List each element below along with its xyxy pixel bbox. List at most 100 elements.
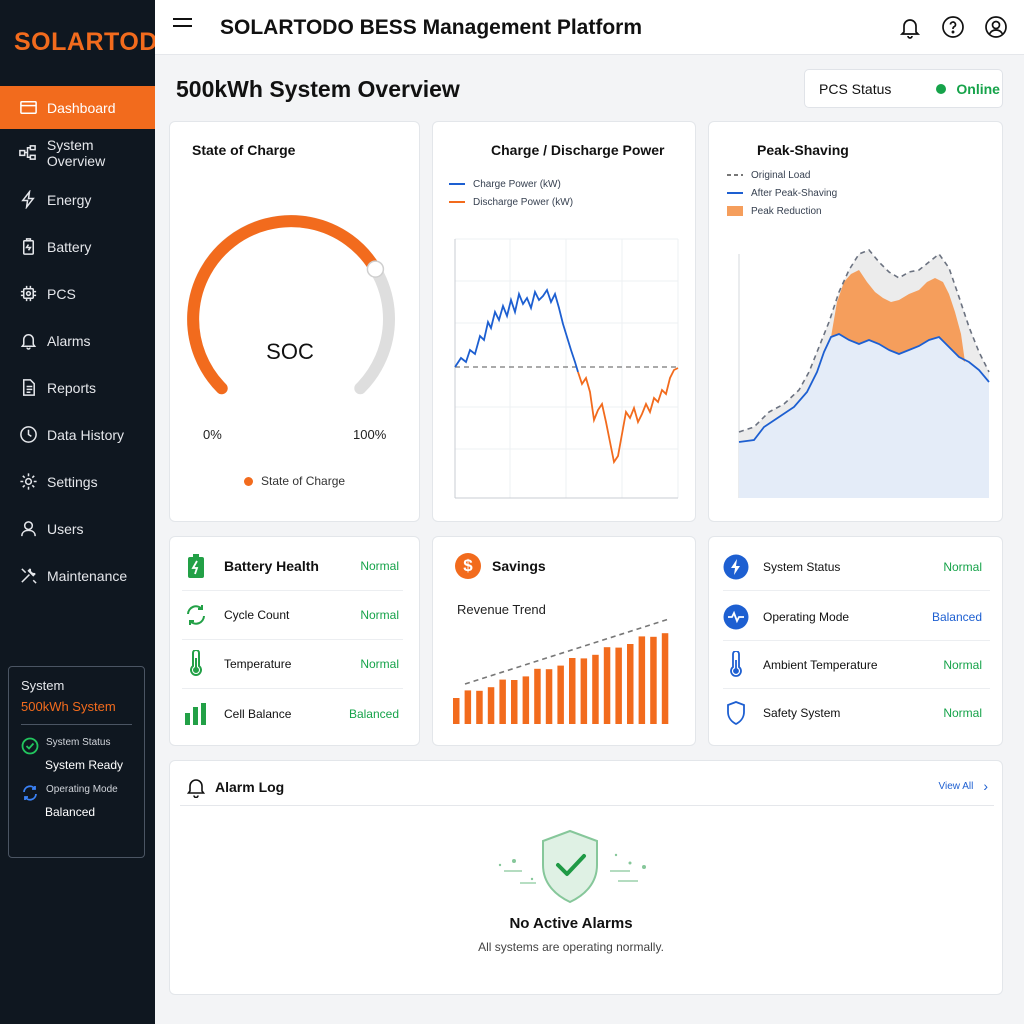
menu-icon[interactable] (173, 18, 195, 38)
soc-card: State of Charge SOC 0% 100% State of Cha… (169, 121, 420, 522)
system-summary-card: System 500kWh System System Status Syste… (8, 666, 145, 858)
revenue-bar (603, 647, 611, 724)
revenue-trend-label: Revenue Trend (457, 602, 546, 617)
gear-icon (18, 472, 38, 492)
peak-shaving-plot (738, 249, 990, 498)
soc-gauge-knob[interactable] (366, 260, 385, 278)
chevron-right-icon: › (983, 778, 988, 794)
account-icon[interactable] (984, 15, 1008, 44)
sidebar-item-label: Users (47, 520, 84, 537)
charge-power-line (454, 287, 579, 373)
chip-icon (18, 284, 38, 304)
view-all-link[interactable]: View All › (938, 778, 988, 794)
peak-shaving-card: Peak-Shaving Original Load After Peak-Sh… (708, 121, 1003, 522)
sidebar-item-maintenance[interactable]: Maintenance (0, 552, 155, 599)
revenue-bar (615, 647, 622, 724)
revenue-bar (661, 633, 669, 724)
alarm-log-title: Alarm Log (215, 779, 285, 795)
bar-chart-icon (182, 702, 210, 725)
safety-system-value: Normal (943, 706, 982, 720)
legend-swatch (727, 174, 743, 176)
legend-after-label: After Peak-Shaving (751, 187, 838, 199)
user-icon (18, 519, 38, 539)
battery-health-header: Battery Health Normal (182, 542, 403, 591)
legend-swatch (727, 206, 743, 216)
battery-charging-icon (182, 553, 210, 579)
cycle-icon (182, 603, 210, 627)
temperature-label: Temperature (224, 657, 292, 671)
battery-health-card: Battery Health Normal Cycle Count Normal… (169, 536, 420, 746)
sidebar-item-label: Reports (47, 379, 97, 396)
revenue-trend-chart (453, 618, 670, 724)
soc-gauge-fill (187, 215, 382, 395)
system-status-value: System Ready (45, 758, 124, 772)
sidebar-item-energy[interactable]: Energy (0, 176, 155, 223)
sidebar-item-label: Data History (47, 426, 125, 443)
bell-icon (18, 331, 38, 351)
legend-swatch (727, 192, 743, 194)
no-alarms-subtitle: All systems are operating normally. (478, 940, 664, 954)
legend-charge-label: Charge Power (kW) (473, 178, 561, 190)
sidebar-item-battery[interactable]: Battery (0, 223, 155, 270)
sidebar-item-users[interactable]: Users (0, 505, 155, 552)
safety-system-row: Safety System Normal (723, 689, 990, 737)
sync-icon (21, 784, 39, 802)
notifications-bell-icon[interactable] (898, 15, 922, 44)
sidebar-item-settings[interactable]: Settings (0, 458, 155, 505)
power-chart-plot (454, 238, 679, 499)
operating-mode-row: Operating Mode Balanced (723, 593, 990, 641)
sidebar-item-label: PCS (47, 285, 76, 302)
system-status-label: System Status (763, 559, 841, 574)
check-circle-icon (21, 737, 39, 755)
top-header: SOLARTODO BESS Management Platform (155, 0, 1024, 55)
revenue-bar (487, 687, 495, 724)
help-icon[interactable] (941, 15, 965, 44)
revenue-bar (534, 668, 541, 724)
network-icon (18, 143, 38, 163)
revenue-bar (627, 644, 634, 724)
revenue-bar (453, 698, 460, 724)
sidebar-item-label: Maintenance (47, 567, 128, 584)
revenue-bar (511, 680, 518, 724)
revenue-bar (557, 665, 564, 724)
sidebar-item-dashboard[interactable]: Dashboard (0, 86, 155, 129)
safety-system-label: Safety System (763, 706, 841, 720)
sidebar: SOLARTODO Dashboard System Overview Ener… (0, 0, 177, 1024)
operating-mode-label: Operating Mode (46, 784, 118, 795)
sidebar-item-label: Battery (47, 238, 92, 255)
system-status-label: System Status (46, 737, 111, 748)
cycle-count-label: Cycle Count (224, 608, 290, 622)
lightning-icon (18, 190, 38, 210)
sidebar-item-label: Energy (47, 191, 92, 208)
sidebar-item-system-overview[interactable]: System Overview (0, 129, 155, 176)
soc-gauge (187, 215, 395, 395)
cell-balance-status: Balanced (348, 706, 399, 721)
legend-swatch (449, 201, 465, 203)
pcs-status-value: Online (956, 80, 1000, 97)
revenue-bar (650, 636, 657, 724)
system-card-name: 500kWh System (21, 699, 132, 725)
bell-icon (186, 776, 206, 803)
sidebar-item-data-history[interactable]: Data History (0, 411, 155, 458)
online-dot-icon (936, 83, 947, 94)
view-all-label: View All (938, 780, 974, 792)
sidebar-item-reports[interactable]: Reports (0, 364, 155, 411)
power-chart-card: Charge / Discharge Power Charge Power (k… (432, 121, 696, 522)
legend-reduction-label: Peak Reduction (751, 205, 822, 217)
sidebar-nav: Dashboard System Overview Energy Battery… (0, 86, 155, 599)
battery-health-status: Normal (360, 559, 399, 573)
sidebar-item-alarms[interactable]: Alarms (0, 317, 155, 364)
sidebar-item-label: Alarms (47, 332, 91, 349)
soc-title: State of Charge (192, 142, 296, 158)
sidebar-item-pcs[interactable]: PCS (0, 270, 155, 317)
cell-balance-row: Cell Balance Balanced (182, 689, 403, 738)
temperature-row: Temperature Normal (182, 640, 403, 689)
dashboard-icon (18, 98, 38, 118)
operating-mode-row: Operating Mode Balanced (21, 784, 132, 819)
operating-mode-value: Balanced (45, 805, 96, 819)
cell-balance-label: Cell Balance (224, 706, 292, 721)
revenue-bar (592, 654, 599, 724)
tools-icon (18, 566, 38, 586)
revenue-bar (569, 658, 576, 724)
legend-swatch (449, 183, 465, 185)
